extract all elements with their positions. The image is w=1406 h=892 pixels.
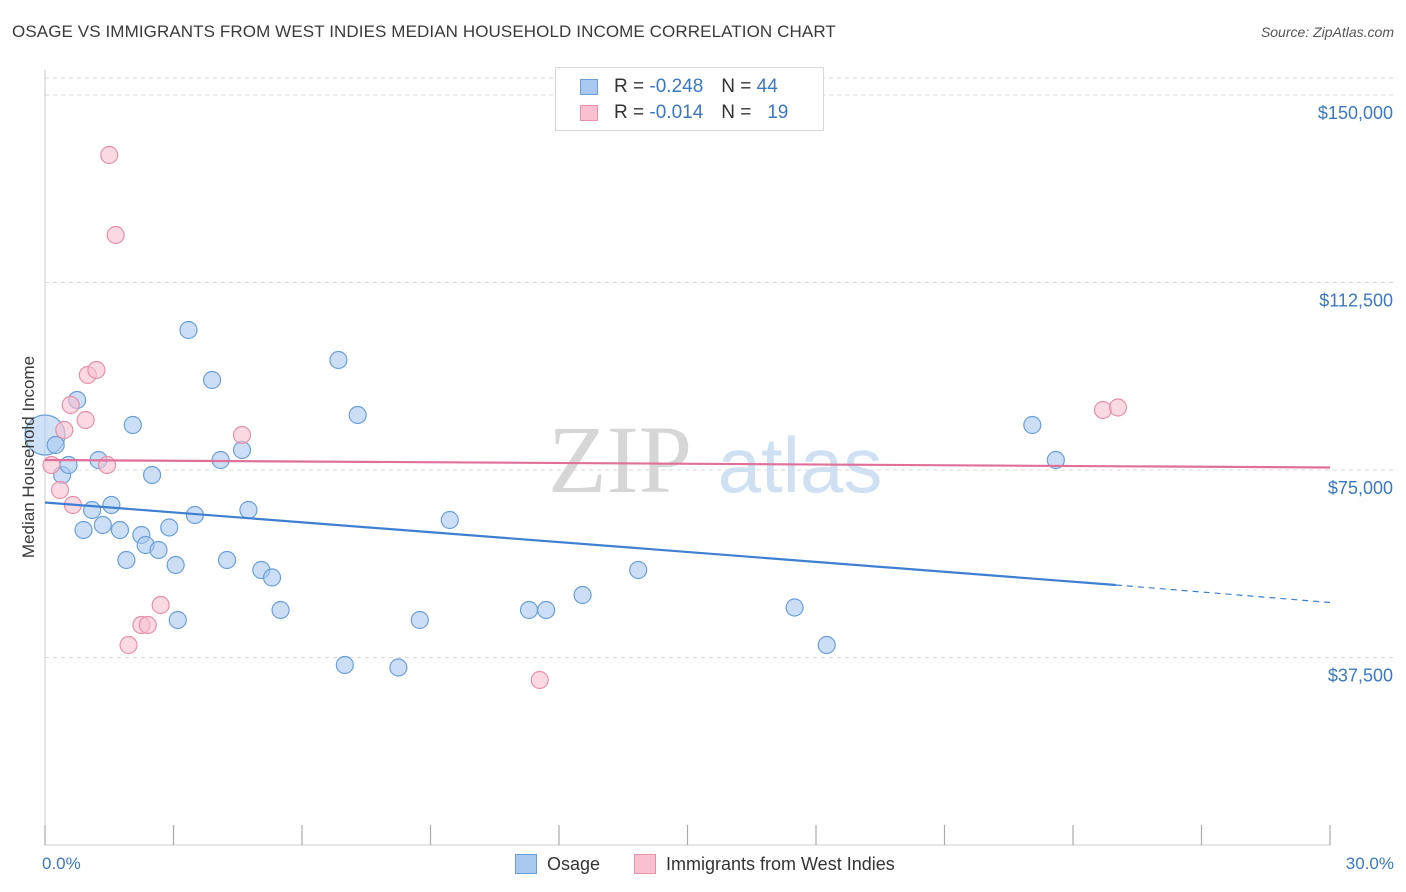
osage-point xyxy=(74,520,93,540)
osage-point xyxy=(102,495,121,515)
osage-point xyxy=(239,500,258,520)
west-indies-point xyxy=(138,615,157,635)
osage-point xyxy=(573,585,592,605)
osage-point xyxy=(166,555,185,575)
osage-trend-extension xyxy=(1115,584,1331,604)
west-indies-point xyxy=(1108,398,1128,417)
osage-point xyxy=(149,540,168,560)
legend-row-west-indies: R = -0.014 N = 19 xyxy=(580,101,788,125)
osage-point xyxy=(179,320,198,340)
y-tick-label: $37,500 xyxy=(1328,666,1393,686)
osage-point xyxy=(262,568,282,587)
y-tick-label: $150,000 xyxy=(1318,103,1393,123)
west-indies-point xyxy=(76,410,95,430)
grid-lines xyxy=(45,77,1395,658)
west-indies-point xyxy=(100,145,119,165)
west-indies-swatch xyxy=(580,105,598,121)
osage-point xyxy=(271,600,290,620)
osage-point xyxy=(117,550,136,570)
osage-point xyxy=(519,600,539,620)
x-tick-label-end: 30.0% xyxy=(1346,854,1394,873)
osage-point xyxy=(202,370,222,390)
west-indies-point xyxy=(87,360,106,380)
osage-point xyxy=(110,520,130,540)
osage-legend-label: Osage xyxy=(547,853,601,874)
osage-point xyxy=(83,500,102,520)
watermark: ZIP atlas xyxy=(548,406,882,513)
osage-point xyxy=(440,510,459,530)
osage-legend-swatch xyxy=(515,854,537,874)
osage-point xyxy=(785,598,804,617)
legend-n-value: 44 xyxy=(756,76,778,97)
west-indies-point xyxy=(151,595,170,615)
osage-point xyxy=(1023,415,1042,435)
osage-swatch xyxy=(580,79,598,95)
osage-point xyxy=(629,560,648,580)
west-indies-point xyxy=(106,225,125,245)
legend-r-value: -0.014 xyxy=(649,102,704,123)
osage-point xyxy=(348,405,367,425)
osage-point xyxy=(93,515,112,535)
axes xyxy=(44,70,1331,846)
osage-point xyxy=(329,350,348,370)
osage-point xyxy=(1046,450,1065,470)
osage-point xyxy=(160,518,179,537)
legend-r-value: -0.248 xyxy=(649,76,704,97)
west-indies-trend-line xyxy=(44,458,1331,469)
osage-point xyxy=(817,635,836,655)
osage-point xyxy=(46,435,65,455)
west-indies-point xyxy=(232,425,252,445)
west-indies-point xyxy=(1093,400,1113,420)
legend-item-osage: Osage xyxy=(515,852,600,876)
legend-r-label: R = xyxy=(614,102,645,123)
west-indies-point xyxy=(55,420,74,440)
osage-trend-line xyxy=(44,501,1116,587)
legend-r-label: R = xyxy=(614,76,645,97)
osage-point xyxy=(142,465,162,485)
watermark-zip: ZIP xyxy=(548,406,692,513)
chart-source: Source: ZipAtlas.com xyxy=(1260,24,1394,40)
osage-point xyxy=(389,658,408,677)
chart-title: OSAGE VS IMMIGRANTS FROM WEST INDIES MED… xyxy=(12,22,836,41)
legend-row-osage: R = -0.248 N = 44 xyxy=(580,75,778,99)
west-indies-legend-label: Immigrants from West Indies xyxy=(666,853,895,874)
y-tick-label: $75,000 xyxy=(1328,478,1393,498)
west-indies-legend-swatch xyxy=(634,854,656,874)
x-tick-label-start: 0.0% xyxy=(42,854,81,873)
osage-point xyxy=(537,600,556,620)
west-indies-point xyxy=(119,635,138,655)
osage-point xyxy=(168,610,187,630)
legend-n-label: N = xyxy=(721,102,752,123)
legend-n-label: N = xyxy=(721,76,752,97)
y-axis-label: Median Household Income xyxy=(19,356,38,558)
osage-point xyxy=(335,655,354,675)
osage-point xyxy=(217,550,237,570)
west-indies-point xyxy=(530,670,549,690)
y-tick-label: $112,500 xyxy=(1319,291,1393,311)
west-indies-point xyxy=(61,395,80,415)
legend-n-value: 19 xyxy=(767,102,789,123)
osage-point xyxy=(410,610,429,630)
osage-point xyxy=(123,415,142,435)
west-indies-point xyxy=(98,455,117,475)
west-indies-point xyxy=(50,480,70,500)
legend-item-west-indies: Immigrants from West Indies xyxy=(634,852,895,876)
correlation-legend: R = -0.248 N = 44 R = -0.014 N = 19 xyxy=(555,67,824,131)
